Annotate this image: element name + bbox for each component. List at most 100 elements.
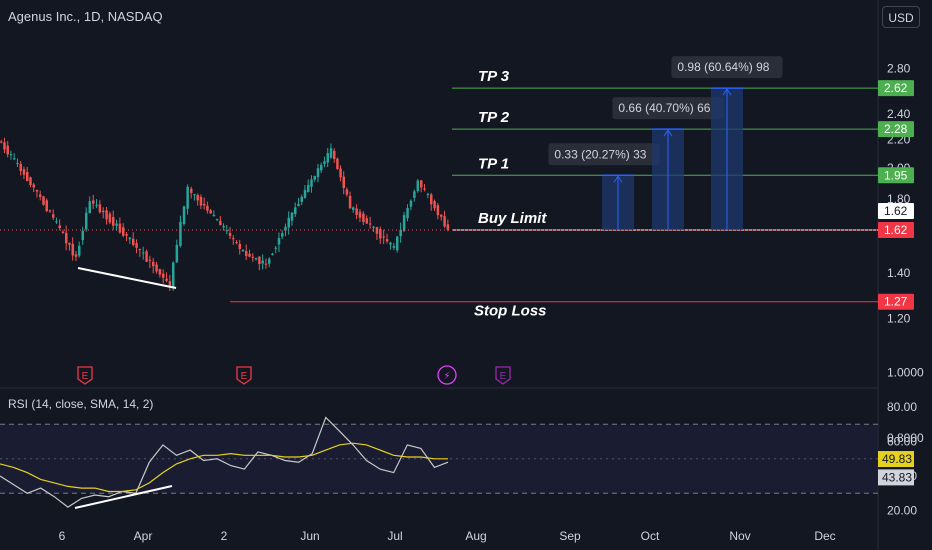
candle — [316, 168, 320, 178]
candle — [287, 217, 290, 228]
candle — [118, 223, 122, 233]
currency-button[interactable]: USD — [882, 6, 920, 28]
projection-arrowhead — [663, 129, 673, 137]
candle — [95, 204, 98, 206]
candle — [379, 228, 382, 239]
price-badge-label: 2.28 — [884, 122, 908, 136]
time-axis-label: Dec — [814, 529, 835, 543]
price-axis-label: 0.8000 — [887, 431, 924, 445]
price-axis-label: 2.80 — [887, 62, 911, 76]
projection-label: 0.98 (60.64%) 98 — [677, 60, 769, 74]
time-axis-label: 6 — [59, 529, 66, 543]
event-marker-label: E — [241, 371, 248, 382]
candle — [399, 229, 402, 237]
price-badge-label: 2.62 — [884, 81, 908, 95]
price-badge — [878, 80, 914, 97]
candle — [333, 150, 336, 160]
candle — [179, 221, 182, 246]
candle — [402, 215, 406, 231]
candle — [248, 253, 251, 257]
candle — [74, 254, 78, 257]
candle — [300, 196, 303, 202]
candle — [215, 218, 219, 220]
candle — [281, 233, 284, 237]
candle — [372, 226, 375, 228]
candle — [258, 256, 261, 265]
candle — [368, 223, 372, 225]
candle — [219, 220, 222, 226]
price-axis-label: 1.20 — [887, 311, 911, 325]
candle — [61, 231, 65, 234]
price-axis-label: 2.40 — [887, 107, 911, 121]
rsi-sma-line — [0, 442, 448, 493]
candle — [409, 200, 413, 207]
candle — [199, 196, 203, 206]
dividend-event-icon[interactable] — [437, 365, 457, 385]
price-badge — [878, 202, 914, 219]
candle — [358, 211, 362, 218]
level-label: TP 1 — [478, 155, 509, 172]
candle — [92, 200, 95, 204]
time-axis-label: 2 — [221, 529, 228, 543]
candle — [168, 281, 172, 287]
candle — [339, 168, 342, 178]
candle — [78, 245, 81, 256]
level-label: TP 3 — [478, 68, 510, 85]
projection-label: 0.66 (40.70%) 66 — [618, 101, 710, 115]
rsi-axis-label: 20.00 — [887, 504, 917, 518]
candle — [426, 193, 430, 195]
candle — [81, 230, 84, 241]
support-trendline[interactable] — [77, 267, 177, 289]
candle — [245, 251, 248, 256]
projection-arrowhead — [722, 88, 732, 96]
candle — [348, 195, 352, 209]
rsi-badge-label: 49.83 — [882, 452, 912, 466]
candle — [132, 238, 135, 245]
projection-label-bg — [612, 97, 724, 120]
candle — [254, 257, 258, 260]
candle — [446, 224, 450, 230]
candle — [420, 180, 423, 188]
candle — [310, 179, 313, 187]
candle — [389, 242, 392, 245]
candle — [85, 212, 88, 230]
candle — [48, 210, 52, 212]
candle — [155, 264, 158, 272]
candle — [385, 239, 389, 242]
candle — [32, 184, 35, 188]
candle — [261, 260, 264, 264]
earnings-event-icon[interactable] — [495, 366, 511, 385]
candle — [145, 251, 148, 262]
candle — [433, 201, 436, 209]
candle — [125, 234, 128, 236]
price-axis-label: 1.0000 — [887, 365, 924, 379]
rsi-trendline[interactable] — [74, 485, 173, 509]
candle — [303, 189, 307, 198]
candle — [406, 208, 409, 219]
earnings-event-icon[interactable] — [236, 366, 252, 385]
price-badge-label: 1.62 — [884, 223, 908, 237]
time-axis-label: Nov — [729, 529, 750, 543]
candle — [182, 206, 186, 224]
candle — [39, 194, 42, 197]
price-badge-label: 1.95 — [884, 168, 908, 182]
price-badge — [878, 293, 914, 310]
candle — [241, 249, 245, 252]
candle — [26, 172, 29, 182]
time-axis-label: Jul — [387, 529, 402, 543]
candle — [71, 243, 74, 256]
candle — [172, 262, 175, 288]
candle — [336, 158, 339, 169]
price-badge — [878, 167, 914, 184]
candle — [268, 258, 271, 264]
candle — [294, 207, 297, 215]
candle — [175, 244, 179, 263]
candle — [112, 217, 115, 226]
candle — [165, 278, 168, 281]
candle — [105, 210, 108, 220]
earnings-event-icon[interactable] — [77, 366, 93, 385]
candle — [264, 263, 268, 265]
candle — [365, 218, 369, 224]
candle — [35, 190, 39, 192]
